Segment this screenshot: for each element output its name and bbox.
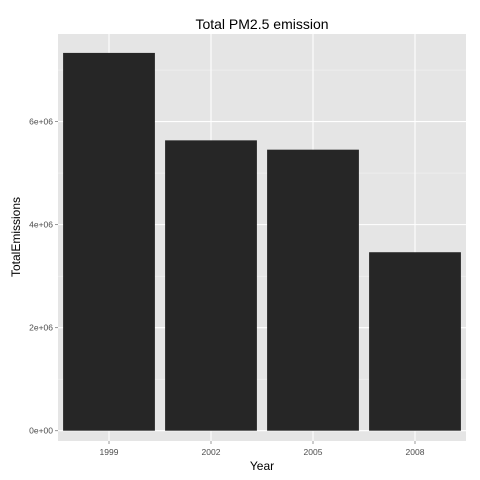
x-axis-title: Year: [250, 459, 274, 473]
x-tick-label: 2005: [304, 447, 323, 457]
bar-2002: [165, 140, 257, 431]
y-tick-label: 6e+06: [29, 117, 53, 127]
bars: [63, 52, 461, 431]
chart-title: Total PM2.5 emission: [195, 16, 328, 32]
x-tick-label: 2002: [202, 447, 221, 457]
bar-1999: [63, 52, 155, 431]
bar-2005: [267, 149, 359, 431]
axes: 0e+00 2e+06 4e+06 6e+06 1999 2002 2005 2008: [29, 117, 425, 457]
y-tick-label: 0e+00: [29, 426, 53, 436]
y-axis-title: TotalEmissions: [9, 197, 23, 277]
y-tick-label: 2e+06: [29, 323, 53, 333]
x-tick-label: 2008: [406, 447, 425, 457]
y-tick-label: 4e+06: [29, 220, 53, 230]
bar-2008: [369, 252, 461, 431]
x-tick-label: 1999: [100, 447, 119, 457]
